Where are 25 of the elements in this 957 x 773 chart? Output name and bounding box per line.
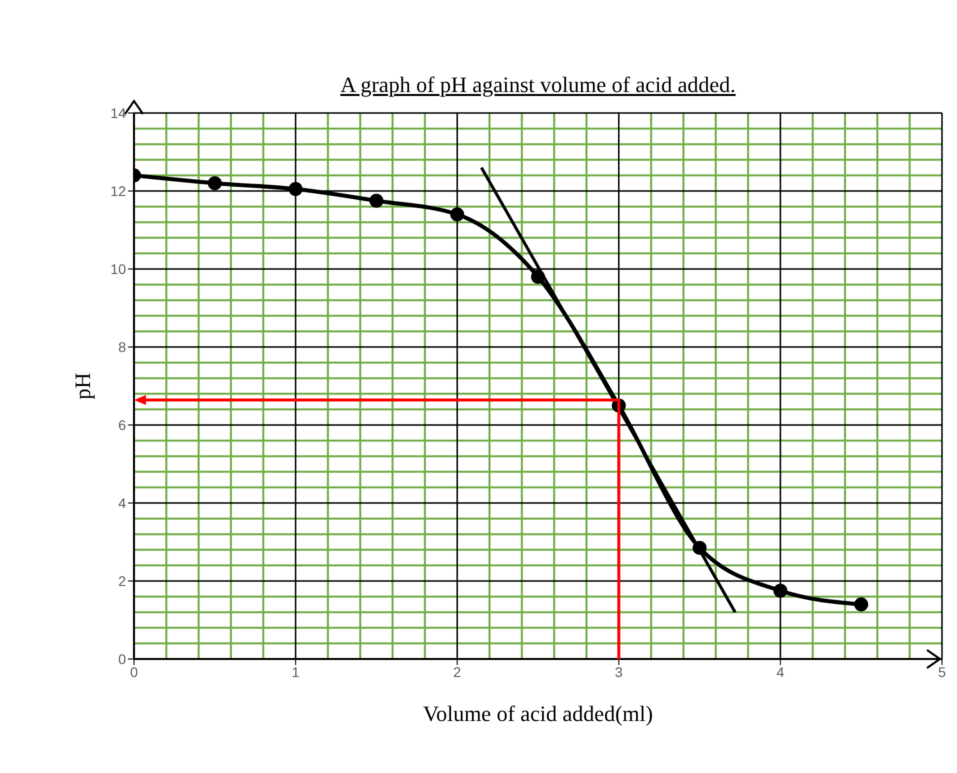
point — [854, 597, 868, 612]
y-tick-label: 2 — [118, 572, 126, 589]
y-axis-title: pH — [70, 372, 95, 400]
point — [369, 194, 384, 208]
y-tick-label: 4 — [118, 494, 126, 511]
point — [208, 176, 222, 190]
point — [531, 270, 545, 284]
y-tick-label: 6 — [118, 416, 126, 433]
y-tick-label: 12 — [110, 182, 126, 199]
x-tick-label: 0 — [130, 664, 138, 680]
y-tick-label: 8 — [118, 338, 126, 355]
point — [692, 540, 707, 555]
point — [450, 207, 464, 222]
x-tick-label: 3 — [614, 664, 623, 680]
x-tick-label: 2 — [453, 664, 462, 680]
point — [288, 182, 303, 196]
chart-title: A graph of pH against volume of acid added. — [340, 72, 736, 97]
x-tick-label: 1 — [292, 664, 300, 680]
x-tick-label: 4 — [776, 664, 784, 680]
point — [773, 584, 788, 598]
x-tick-label: 5 — [938, 664, 946, 680]
y-tick-label: 10 — [110, 260, 126, 277]
y-tick-label: 14 — [110, 104, 126, 121]
x-axis-title: Volume of acid added(ml) — [423, 701, 653, 726]
y-tick-label: 0 — [118, 650, 126, 667]
